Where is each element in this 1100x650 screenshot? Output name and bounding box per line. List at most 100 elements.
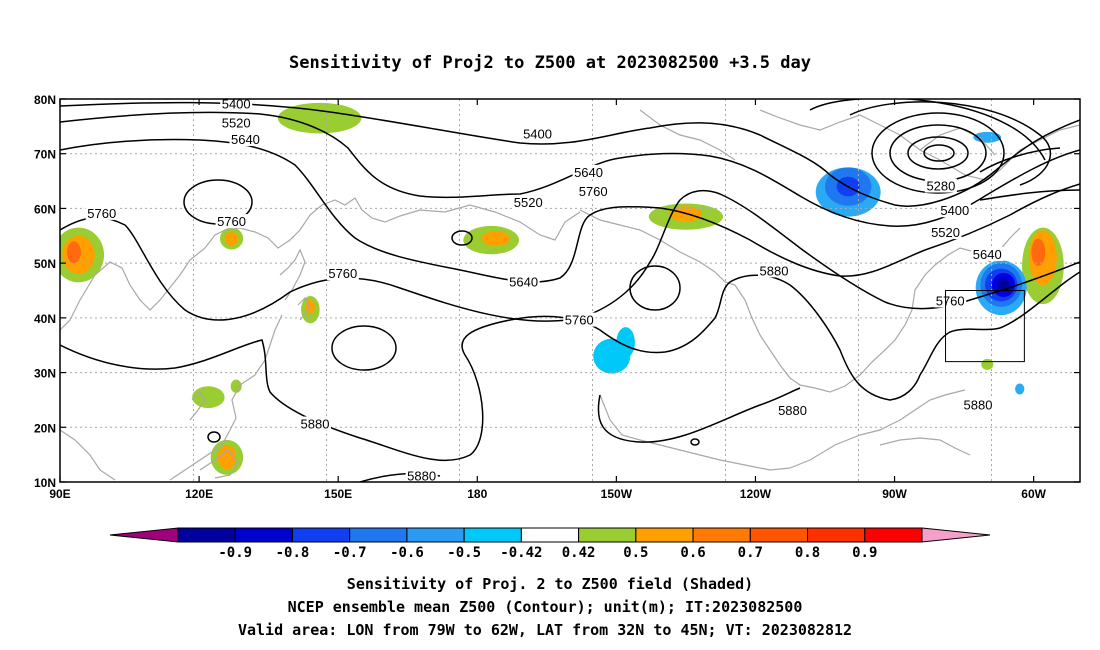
colorbar-level-label: -0.8 [276, 545, 310, 561]
colorbar-swatch [349, 527, 408, 543]
contour-label-text: 5400 [523, 127, 552, 142]
colorbar-swatch [520, 527, 580, 543]
contour-label: 5760 [577, 184, 610, 199]
contour-label-text: 5760 [936, 293, 965, 308]
sensitivity-patch [481, 230, 510, 247]
contour-label: 5760 [85, 205, 118, 221]
lat-tick-label: 10N [34, 476, 56, 490]
figure-title: Sensitivity of Proj2 to Z500 at 20230825… [289, 53, 811, 73]
contour-label-text: 5760 [579, 184, 608, 199]
sensitivity-patch [192, 386, 225, 409]
colorbar-min-extension [109, 527, 179, 543]
colorbar-swatch [635, 527, 694, 543]
lon-tick-label: 90W [882, 487, 907, 501]
contour-label-text: 5880 [964, 397, 993, 412]
contour-label-text: 5640 [509, 274, 538, 289]
lat-tick-label: 50N [34, 257, 56, 271]
contour-label: 5880 [299, 416, 331, 432]
lat-tick-label: 60N [34, 202, 56, 216]
coastlines [60, 109, 1080, 481]
lat-tick-label: 40N [34, 312, 56, 326]
contour-label-text: 5880 [407, 469, 436, 484]
valid-area-box [945, 290, 1025, 363]
lon-tick-label: 150E [324, 487, 352, 501]
contour-5640 [60, 138, 1080, 283]
colorbar-max-extension [921, 527, 991, 543]
colorbar-swatch [749, 527, 809, 543]
sensitivity-patch [616, 327, 635, 358]
contour-labels: 5400552056405760576057605880588054005520… [85, 96, 1004, 484]
caption-line-3: Valid area: LON from 79W to 62W, LAT fro… [238, 621, 852, 639]
contour-label-text: 5520 [222, 116, 251, 131]
contour-label: 5640 [507, 274, 540, 289]
contour-label-text: 5400 [940, 203, 969, 218]
contour-label: 5400 [220, 96, 253, 111]
colorbar-swatch [463, 527, 522, 543]
contour-label: 5520 [220, 115, 253, 131]
contour-label-text: 5880 [301, 417, 330, 432]
contour-5400 [60, 101, 1080, 207]
z500-contours [60, 99, 1080, 482]
contour-label-text: 5880 [778, 403, 807, 418]
contour-5760 [60, 189, 1080, 322]
colorbar-swatch [406, 527, 465, 543]
lat-tick-label: 30N [34, 367, 56, 381]
sensitivity-patch [277, 102, 362, 134]
colorbar-swatch [692, 527, 751, 543]
colorbar-level-label: -0.5 [447, 545, 481, 561]
lon-tick-label: 120E [185, 487, 213, 501]
sensitivity-patch [66, 241, 81, 264]
colorbar-level-label: 0.9 [852, 545, 877, 561]
colorbar-level-label: 0.6 [680, 545, 705, 561]
contour-label-text: 5640 [231, 132, 260, 147]
contour-label-text: 5760 [328, 266, 357, 281]
sensitivity-patch [1031, 238, 1046, 266]
sensitivity-patch [1015, 383, 1025, 395]
colorbar-level-label: 0.42 [562, 545, 596, 561]
contour-label: 5400 [521, 126, 554, 142]
colorbar-swatch [578, 527, 637, 543]
colorbar-level-label: 0.5 [623, 545, 648, 561]
lon-tick-label: 180 [467, 487, 487, 501]
contour-label-text: 5760 [565, 313, 594, 328]
colorbar-level-label: -0.42 [500, 545, 542, 561]
colorbar-swatch [177, 527, 236, 543]
contour-5880 [60, 274, 1001, 462]
contour-label: 5880 [962, 397, 994, 412]
map-frame [59, 98, 1081, 483]
colorbar-swatch [864, 527, 923, 543]
colorbar-level-label: -0.9 [218, 545, 252, 561]
contour-label-text: 5400 [222, 96, 251, 111]
colorbar-level-label: -0.7 [333, 545, 367, 561]
contour-label-text: 5280 [926, 179, 955, 194]
sensitivity-patch [217, 445, 237, 470]
sensitivity-patch [230, 379, 242, 393]
contour-label-text: 5760 [217, 214, 246, 229]
contour-label: 5760 [563, 312, 596, 328]
contour-label-text: 5640 [973, 247, 1002, 262]
contour-label-text: 5520 [514, 195, 543, 210]
lat-tick-label: 80N [34, 93, 56, 107]
contour-label: 5880 [776, 402, 809, 418]
caption-line-2: NCEP ensemble mean Z500 (Contour); unit(… [288, 598, 803, 616]
colorbar-swatch [234, 527, 293, 543]
contour-5520 [60, 111, 1080, 227]
sensitivity-patch [224, 231, 239, 246]
contour-label: 5640 [971, 247, 1004, 262]
contour-label: 5760 [215, 214, 248, 229]
caption-line-1: Sensitivity of Proj. 2 to Z500 field (Sh… [347, 575, 753, 593]
colorbar-level-label: 0.7 [738, 545, 763, 561]
contour-label-text: 5520 [931, 225, 960, 240]
lat-tick-label: 70N [34, 148, 56, 162]
contour-label: 5520 [512, 194, 545, 210]
colorbar-swatch [807, 527, 866, 543]
contour-label: 5760 [326, 266, 359, 281]
contour-label: 5640 [572, 164, 605, 180]
contour-label: 5760 [934, 293, 967, 308]
contour-label-text: 5760 [87, 206, 116, 221]
lat-tick-label: 20N [34, 421, 56, 435]
colorbar-level-label: -0.6 [390, 545, 424, 561]
map-background [60, 99, 1080, 482]
